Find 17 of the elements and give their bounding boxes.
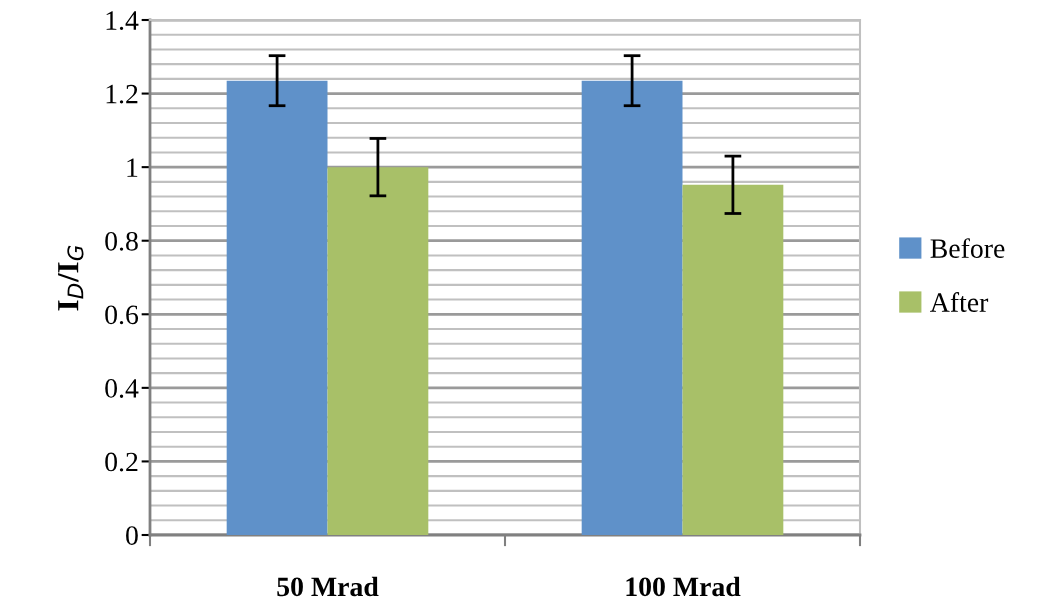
x-tick-label: 50 Mrad bbox=[277, 576, 379, 597]
y-tick-label: 1.4 bbox=[106, 11, 139, 31]
y-tick-label: 0.8 bbox=[105, 231, 138, 251]
y-tick-label: 0.4 bbox=[105, 379, 139, 398]
y-axis-title: I$_{D}$/I$_{G}$ bbox=[58, 245, 84, 311]
legend-label: Before bbox=[930, 238, 1005, 258]
bar bbox=[327, 167, 429, 535]
y-tick-label: 0.2 bbox=[105, 452, 138, 472]
y-tick-label: 0.6 bbox=[105, 305, 139, 325]
bar bbox=[226, 80, 328, 535]
bar bbox=[581, 80, 683, 535]
y-tick-label: 1.2 bbox=[106, 84, 138, 104]
legend-label: After bbox=[930, 292, 989, 312]
y-tick-label: 1 bbox=[127, 158, 138, 177]
bar bbox=[682, 184, 784, 535]
x-tick-label: 100 Mrad bbox=[626, 576, 741, 597]
y-tick-label: 0 bbox=[126, 526, 138, 545]
